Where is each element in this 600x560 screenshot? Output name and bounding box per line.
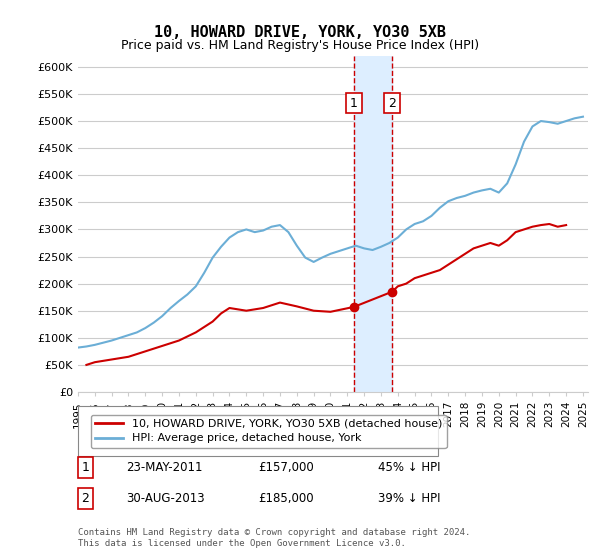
Legend: 10, HOWARD DRIVE, YORK, YO30 5XB (detached house), HPI: Average price, detached : 10, HOWARD DRIVE, YORK, YO30 5XB (detach…	[91, 414, 446, 448]
Text: 39% ↓ HPI: 39% ↓ HPI	[378, 492, 440, 505]
Text: 1: 1	[350, 96, 358, 110]
Text: 2: 2	[81, 492, 89, 505]
Text: £185,000: £185,000	[258, 492, 314, 505]
Text: 2: 2	[388, 96, 396, 110]
Text: Price paid vs. HM Land Registry's House Price Index (HPI): Price paid vs. HM Land Registry's House …	[121, 39, 479, 52]
Text: 23-MAY-2011: 23-MAY-2011	[126, 461, 203, 474]
Text: £157,000: £157,000	[258, 461, 314, 474]
Text: 1: 1	[81, 461, 89, 474]
Text: 10, HOWARD DRIVE, YORK, YO30 5XB: 10, HOWARD DRIVE, YORK, YO30 5XB	[154, 25, 446, 40]
Text: Contains HM Land Registry data © Crown copyright and database right 2024.
This d: Contains HM Land Registry data © Crown c…	[78, 528, 470, 548]
Text: 30-AUG-2013: 30-AUG-2013	[126, 492, 205, 505]
Bar	[354, 56, 392, 392]
Text: 45% ↓ HPI: 45% ↓ HPI	[378, 461, 440, 474]
FancyBboxPatch shape	[78, 406, 438, 456]
